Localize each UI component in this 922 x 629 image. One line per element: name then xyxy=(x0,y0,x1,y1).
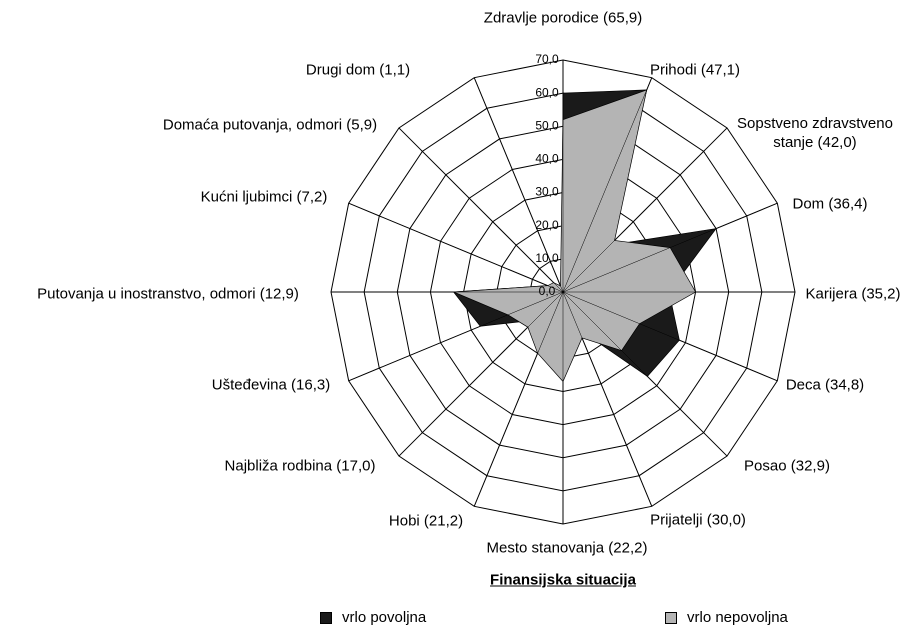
category-label: Zdravlje porodice (65,9) xyxy=(483,9,643,27)
spoke-over xyxy=(348,291,564,382)
chart-title: Finansijska situacija xyxy=(490,571,636,589)
category-label: Posao (32,9) xyxy=(744,457,830,475)
spoke-over xyxy=(348,202,564,293)
legend-swatch xyxy=(320,612,332,624)
spoke-over xyxy=(473,291,564,507)
category-label: Najbliža rodbina (17,0) xyxy=(224,457,376,475)
category-label: Drugi dom (1,1) xyxy=(305,61,411,79)
category-label: Karijera (35,2) xyxy=(805,285,901,303)
category-label: Hobi (21,2) xyxy=(388,512,464,530)
r-tick-label: 60,0 xyxy=(535,85,559,99)
r-tick-label: 30,0 xyxy=(535,185,559,199)
category-label: Ušteđevina (16,3) xyxy=(211,376,331,394)
category-label: Kućni ljubimci (7,2) xyxy=(200,188,328,206)
category-label: Prijatelji (30,0) xyxy=(650,511,746,529)
category-label: Dom (36,4) xyxy=(792,195,868,213)
spoke-over xyxy=(398,127,564,293)
category-label: Domaća putovanja, odmori (5,9) xyxy=(162,116,378,134)
category-label: Prihodi (47,1) xyxy=(649,61,741,79)
spoke-over xyxy=(562,202,778,293)
category-label: Putovanja u inostranstvo, odmori (12,9) xyxy=(37,285,299,303)
spoke-over xyxy=(473,77,564,293)
r-tick-label: 0,0 xyxy=(539,284,556,298)
category-label: Sopstveno zdravstveno stanje (42,0) xyxy=(737,115,893,151)
r-tick-label: 40,0 xyxy=(535,152,559,166)
r-tick-label: 70,0 xyxy=(535,52,559,66)
spoke-over xyxy=(562,127,728,293)
category-label: Mesto stanovanja (22,2) xyxy=(486,539,648,557)
spoke-over xyxy=(562,291,778,382)
r-tick-label: 20,0 xyxy=(535,218,559,232)
legend-label: vrlo nepovoljna xyxy=(687,609,788,626)
r-tick-label: 10,0 xyxy=(535,251,559,265)
legend-label: vrlo povoljna xyxy=(342,609,427,626)
spoke-over xyxy=(562,291,728,457)
category-label: Deca (34,8) xyxy=(785,376,865,394)
spoke-over xyxy=(562,291,653,507)
spoke-over xyxy=(398,291,564,457)
spoke-over xyxy=(562,77,653,293)
r-tick-label: 50,0 xyxy=(535,118,559,132)
legend-swatch xyxy=(665,612,677,624)
